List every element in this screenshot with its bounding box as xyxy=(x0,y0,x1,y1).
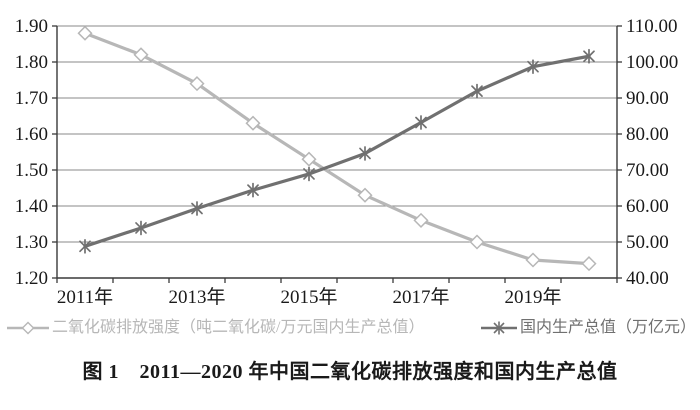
right-axis-tick-label: 80.00 xyxy=(626,124,669,145)
co2-intensity-marker xyxy=(469,234,485,250)
co2-intensity-marker xyxy=(357,187,373,203)
legend-label-co2-intensity: 二氧化碳排放强度（吨二氧化碳/万元国内生产总值） xyxy=(52,319,425,336)
right-axis-tick-label: 50.00 xyxy=(626,232,669,253)
x-axis-tick-label: 2017年 xyxy=(392,286,449,308)
left-axis-tick-label: 1.80 xyxy=(15,52,48,73)
co2-intensity-marker xyxy=(301,151,317,167)
x-axis-tick-label: 2011年 xyxy=(57,286,113,308)
y-axis-left: 1.20 1.30 1.40 1.50 1.60 1.70 1.80 1.90 xyxy=(15,16,57,289)
co2-intensity-marker xyxy=(413,212,429,228)
gdp-marker xyxy=(135,220,147,236)
axis-lines xyxy=(56,26,618,279)
gdp-marker xyxy=(359,146,371,161)
co2-intensity-marker xyxy=(77,25,93,41)
co2-intensity-marker xyxy=(581,256,597,272)
asterisk-marker-icon xyxy=(480,320,518,336)
right-axis-tick-label: 40.00 xyxy=(626,268,669,289)
gdp-marker xyxy=(527,59,539,75)
gdp-marker xyxy=(583,48,595,64)
co2-intensity-marker xyxy=(133,47,149,63)
left-axis-tick-label: 1.70 xyxy=(15,88,48,109)
line-chart: 1.20 1.30 1.40 1.50 1.60 1.70 1.80 1.90 40.00 50.… xyxy=(15,16,679,308)
y-axis-right: 40.00 50.00 60.00 70.00 80.00 90.00 100.00 110.… xyxy=(617,16,678,289)
co2-intensity-marker xyxy=(245,115,261,131)
left-axis-tick-label: 1.20 xyxy=(15,268,48,289)
x-axis-tick-label: 2013年 xyxy=(168,286,225,308)
right-axis-tick-label: 100.00 xyxy=(626,52,678,73)
right-axis-tick-label: 70.00 xyxy=(626,160,669,181)
series-co2-intensity xyxy=(77,25,597,272)
gdp-marker xyxy=(415,115,427,130)
legend-label-gdp: 国内生产总值（万亿元） xyxy=(519,319,696,336)
left-axis-tick-label: 1.60 xyxy=(15,124,48,145)
figure-caption: 图 1 2011—2020 年中国二氧化碳排放强度和国内生产总值 xyxy=(82,361,618,384)
legend-item-gdp: 国内生产总值（万亿元） xyxy=(480,318,696,337)
gdp-marker xyxy=(247,182,259,198)
gdp-marker xyxy=(79,238,91,254)
diamond-marker-icon xyxy=(6,321,50,335)
gdp-marker xyxy=(303,166,315,182)
x-axis-tick-label: 2019年 xyxy=(504,286,561,308)
left-axis-tick-label: 1.30 xyxy=(15,232,48,253)
series-gdp xyxy=(79,48,595,254)
co2-intensity-marker xyxy=(189,76,205,92)
co2-intensity-marker xyxy=(525,252,541,268)
right-axis-tick-label: 110.00 xyxy=(626,16,678,37)
left-axis-tick-label: 1.50 xyxy=(15,160,48,181)
gridlines xyxy=(57,25,617,279)
x-axis: 2011年 2013年 2015年 2017年 2019年 xyxy=(56,278,618,308)
left-axis-tick-label: 1.90 xyxy=(15,16,48,37)
gdp-marker xyxy=(471,83,483,99)
legend-item-co2-intensity: 二氧化碳排放强度（吨二氧化碳/万元国内生产总值） xyxy=(6,318,424,337)
right-axis-tick-label: 60.00 xyxy=(626,196,669,217)
chart-legend: 二氧化碳排放强度（吨二氧化碳/万元国内生产总值） 国内生产总值（万亿元） xyxy=(0,318,700,337)
left-axis-tick-label: 1.40 xyxy=(15,196,48,217)
gdp-marker xyxy=(191,201,203,216)
right-axis-tick-label: 90.00 xyxy=(626,88,669,109)
x-axis-tick-label: 2015年 xyxy=(280,286,337,308)
